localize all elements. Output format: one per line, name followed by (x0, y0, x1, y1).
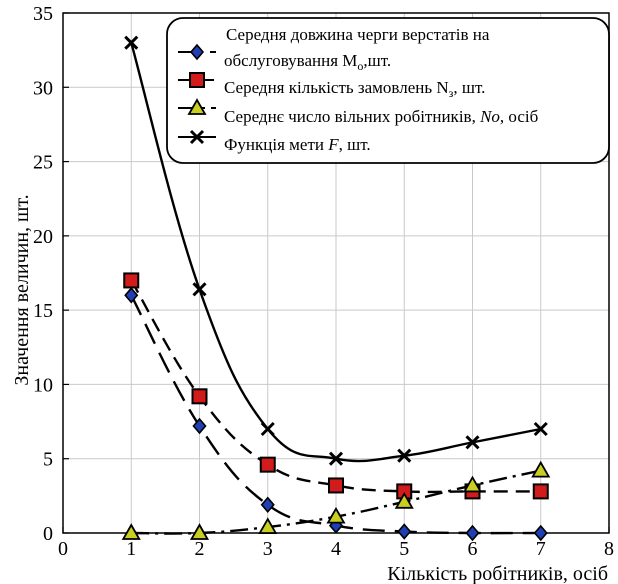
data-point-series-2 (121, 523, 141, 540)
data-point-series-0 (124, 287, 139, 304)
legend-label-queue-2: обслуговування Mo,шт. (224, 51, 391, 73)
series-layer (121, 35, 551, 542)
x-tick-label: 1 (126, 538, 136, 560)
data-point-series-1 (191, 388, 208, 405)
data-point-series-0 (260, 496, 275, 514)
legend-label-orders: Середня кількість замовлень Nз, шт. (224, 78, 485, 100)
data-point-series-2 (462, 475, 483, 493)
legend-marker-0 (189, 43, 205, 61)
data-point-series-0 (533, 524, 548, 542)
legend-label-orders-b: , шт. (453, 78, 485, 97)
x-tick-label: 8 (604, 538, 614, 560)
data-point-series-2 (189, 523, 210, 540)
x-tick-label: 3 (263, 538, 273, 560)
data-point-series-1 (328, 477, 344, 494)
y-tick-label: 10 (33, 374, 53, 396)
y-tick-label: 35 (33, 3, 53, 25)
data-point-series-1 (532, 483, 549, 500)
legend-box (166, 17, 610, 164)
y-tick-label: 0 (43, 523, 53, 545)
data-point-series-2 (258, 517, 278, 534)
series-line-3 (130, 42, 541, 463)
legend-label-queue-2b: ,шт. (363, 51, 391, 70)
legend-marker-2 (187, 98, 207, 115)
x-axis-label: Кількість робітників, осіб (387, 563, 608, 584)
y-tick-label: 30 (33, 77, 53, 99)
data-point-series-3 (260, 421, 275, 437)
data-point-series-0 (397, 523, 412, 540)
legend-label-objective: Функція мети F, шт. (224, 135, 371, 154)
y-tick-label: 25 (33, 152, 53, 174)
y-tick-label: 15 (33, 300, 53, 322)
legend-samples (178, 43, 216, 145)
legend-label-queue: Середня довжина черги верстатів на (226, 25, 490, 44)
data-point-series-2 (326, 506, 346, 524)
x-tick-label: 6 (468, 538, 478, 560)
data-point-series-1 (259, 456, 276, 473)
x-tick-label: 2 (195, 538, 205, 560)
data-point-series-3 (192, 282, 207, 297)
y-tick-label: 20 (33, 226, 53, 248)
y-axis-label: Значення величин, шт. (11, 194, 33, 385)
data-point-series-3 (124, 35, 139, 50)
legend-label-objective-a: Функція мети (224, 135, 328, 154)
data-point-series-3 (465, 435, 480, 450)
x-tick-label: 7 (536, 538, 546, 560)
data-point-series-3 (328, 451, 344, 466)
data-point-series-3 (533, 421, 548, 437)
legend: Середня довжина черги верстатів на обслу… (166, 17, 610, 164)
legend-label-free-no: No (479, 107, 500, 126)
data-point-series-1 (123, 272, 140, 289)
legend-label-queue-sub: o (357, 59, 363, 73)
y-tick-label: 5 (43, 449, 53, 471)
legend-label-free-a: Середнє число вільних робітників, (224, 107, 480, 126)
legend-marker-3 (189, 129, 205, 145)
data-point-series-2 (394, 491, 414, 509)
legend-label-orders-sub: з (449, 86, 454, 100)
legend-label-queue-2a: обслуговування M (224, 51, 357, 70)
legend-label-objective-b: , шт. (339, 135, 371, 154)
legend-marker-1 (189, 72, 205, 88)
legend-label-free-workers: Середнє число вільних робітників, No, ос… (224, 107, 538, 126)
x-tick-label: 4 (331, 538, 341, 560)
x-tick-label: 5 (399, 538, 409, 560)
data-point-series-0 (465, 524, 480, 542)
legend-label-free-b: , осіб (500, 107, 538, 126)
data-point-series-3 (397, 448, 412, 463)
legend-label-orders-a: Середня кількість замовлень N (224, 78, 449, 97)
data-point-series-0 (192, 417, 207, 435)
data-point-series-2 (531, 460, 551, 478)
x-tick-label: 0 (58, 538, 68, 560)
legend-label-objective-f: F (327, 135, 339, 154)
